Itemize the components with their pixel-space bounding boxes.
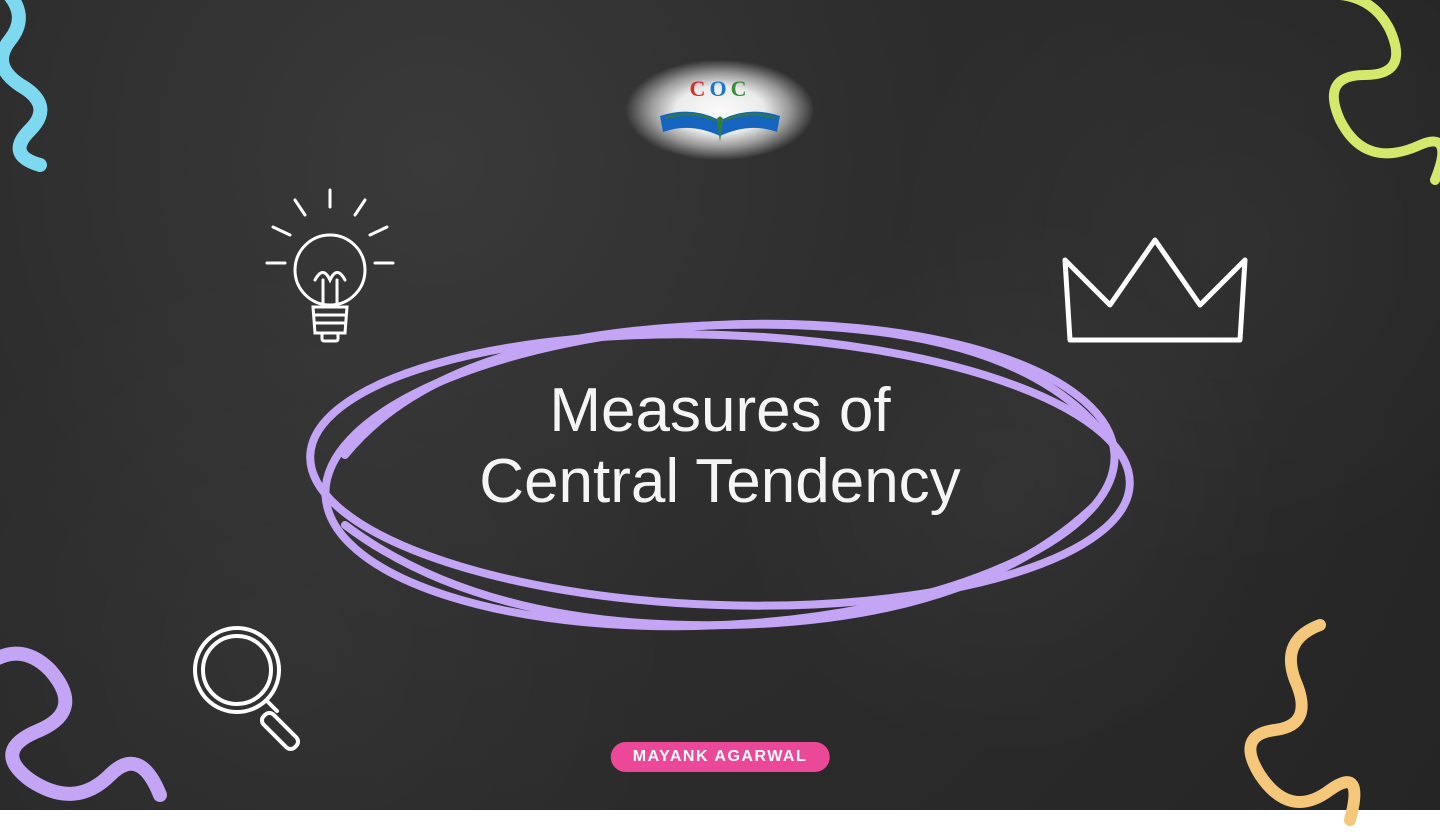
logo-text: COC	[690, 76, 751, 102]
slide-canvas: COC Measures of Central Tendency MAYANK …	[0, 0, 1440, 810]
squiggle-orange-icon	[1215, 615, 1385, 835]
slide-title: Measures of Central Tendency	[479, 375, 960, 518]
title-line-1: Measures of	[479, 375, 960, 446]
author-badge: MAYANK AGARWAL	[611, 742, 830, 772]
logo-container: COC	[580, 30, 860, 190]
title-line-2: Central Tendency	[479, 446, 960, 517]
squiggle-cyan-icon	[0, 0, 170, 185]
squiggle-green-icon	[1220, 0, 1440, 210]
squiggle-purple-icon	[0, 600, 190, 840]
book-icon	[655, 104, 785, 144]
